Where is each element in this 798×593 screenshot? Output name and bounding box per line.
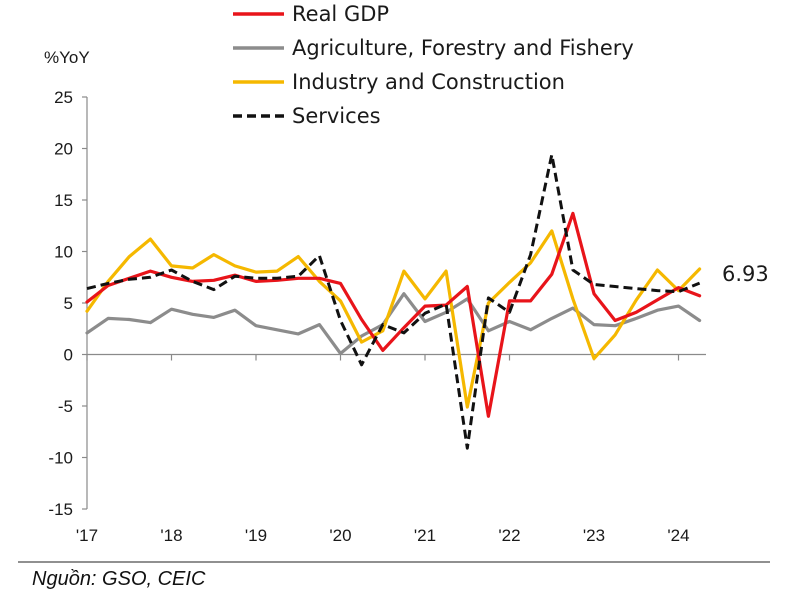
y-tick-label: 5 <box>64 294 73 313</box>
y-tick-label: 25 <box>54 88 73 107</box>
series-line-real-gdp <box>85 211 702 418</box>
y-tick-label: -15 <box>48 500 73 519</box>
x-tick-label: '24 <box>667 526 689 545</box>
series-line-services <box>86 153 701 450</box>
x-tick-label: '23 <box>583 526 605 545</box>
y-tick-label: 20 <box>54 140 73 159</box>
y-tick-label: -10 <box>48 449 73 468</box>
legend-label: Real GDP <box>292 2 389 26</box>
last-value-label: 6.93 <box>722 262 769 286</box>
y-axis-unit-label: %YoY <box>44 48 90 67</box>
series-line-industry-and-construction <box>85 229 702 409</box>
axes-layer: 25 20 15 10 5 0 -5 -10 -15'17 '18 '19 '20 '21 '22 '23 '… <box>48 88 706 545</box>
legend-label: Industry and Construction <box>292 70 565 94</box>
legend-label: Agriculture, Forestry and Fishery <box>292 36 634 60</box>
series-layer <box>85 153 702 450</box>
y-tick-label: 15 <box>54 191 73 210</box>
legend: Real GDP Agriculture, Forestry and Fisher… <box>233 2 634 128</box>
x-tick-label: '21 <box>414 526 436 545</box>
x-tick-label: '20 <box>329 526 351 545</box>
x-tick-label: '22 <box>498 526 520 545</box>
x-tick-label: '17 <box>76 526 98 545</box>
y-tick-label: -5 <box>58 397 73 416</box>
legend-label: Services <box>292 104 381 128</box>
x-tick-label: '18 <box>160 526 182 545</box>
source-note: Nguồn: GSO, CEIC <box>32 568 206 590</box>
y-tick-label: 10 <box>54 243 73 262</box>
x-tick-label: '19 <box>245 526 267 545</box>
series-line-agriculture-forestry-and-fishery <box>85 292 702 356</box>
y-tick-label: 0 <box>64 346 73 365</box>
